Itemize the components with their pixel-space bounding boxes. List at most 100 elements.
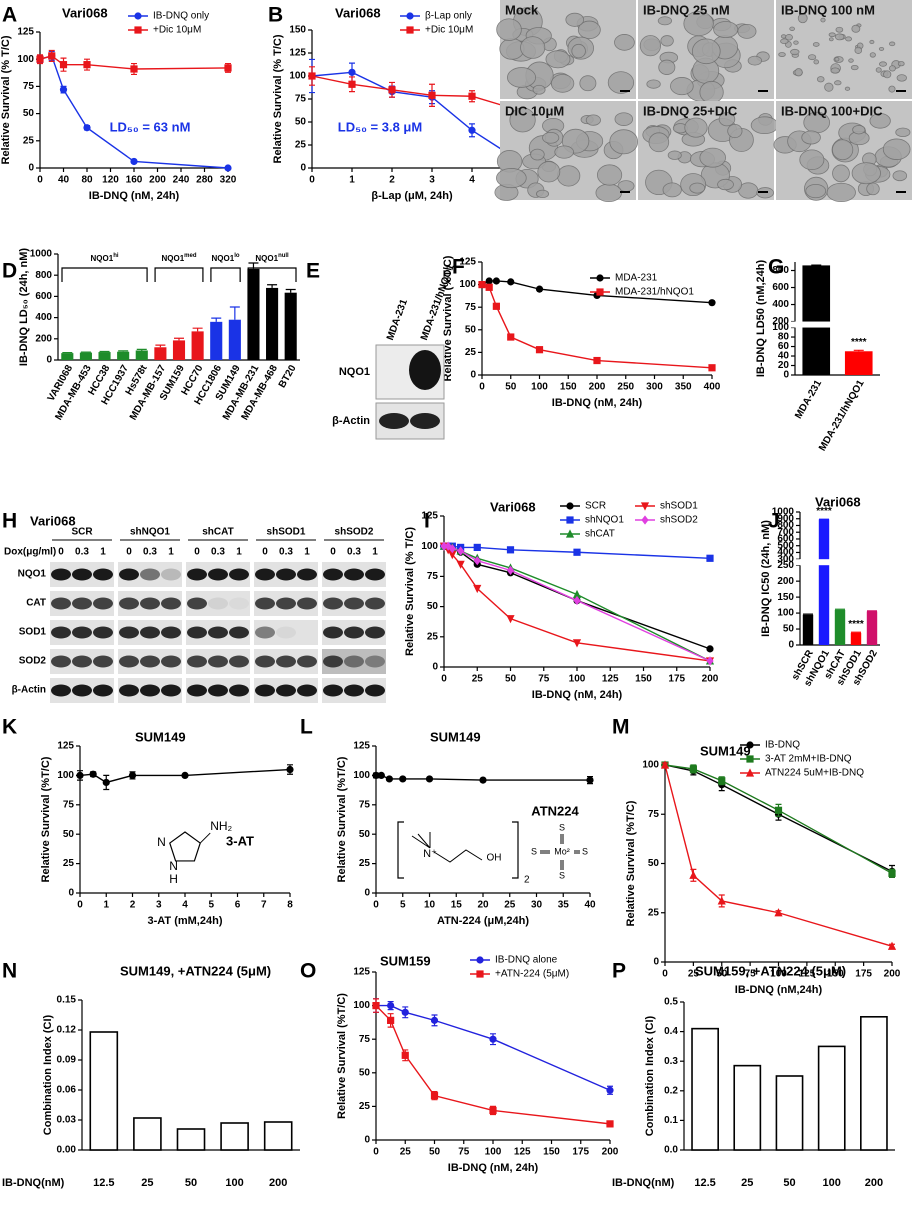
panel-letter: L bbox=[300, 716, 313, 739]
band bbox=[161, 656, 181, 668]
marker bbox=[468, 127, 475, 134]
row-label: SOD1 bbox=[19, 627, 47, 638]
band bbox=[276, 598, 296, 610]
y-tick-label: 50 bbox=[359, 1067, 371, 1078]
x-axis-label: IB-DNQ (nM, 24h) bbox=[448, 1162, 539, 1174]
x-tick-label: 50 bbox=[185, 1177, 197, 1189]
cell bbox=[649, 133, 669, 152]
y-tick-label: 50 bbox=[359, 829, 371, 840]
x-axis-label: IB-DNQ (nM, 24h) bbox=[532, 689, 623, 701]
group-label: shSOD1 bbox=[267, 527, 306, 538]
x-tick-label: 25 bbox=[141, 1177, 153, 1189]
y-tick-label: 100 bbox=[289, 71, 306, 82]
cell bbox=[497, 19, 522, 41]
cell bbox=[870, 53, 875, 58]
band bbox=[344, 627, 364, 639]
x-tick-label: 3 bbox=[429, 175, 435, 186]
legend-label: +Dic 10μM bbox=[153, 25, 201, 36]
band bbox=[323, 685, 343, 697]
band bbox=[365, 656, 385, 668]
y-tick-label: 75 bbox=[359, 799, 371, 810]
cell bbox=[658, 17, 671, 25]
group-bracket bbox=[211, 268, 240, 282]
cell bbox=[596, 184, 622, 202]
cell bbox=[825, 83, 834, 91]
y-tick-label: 200 bbox=[772, 316, 789, 327]
marker bbox=[134, 12, 141, 19]
dose: 1 bbox=[100, 547, 106, 558]
cell bbox=[898, 61, 904, 65]
marker bbox=[402, 1009, 409, 1016]
y-tick-label: 25 bbox=[465, 347, 477, 358]
y-tick-label: 1000 bbox=[772, 507, 795, 518]
error-bar bbox=[835, 609, 845, 610]
error-bar bbox=[62, 353, 72, 354]
y-tick-label: 0.09 bbox=[57, 1055, 77, 1066]
band bbox=[276, 569, 296, 581]
annotation: ATN224 bbox=[531, 803, 579, 818]
band bbox=[72, 598, 92, 610]
cell bbox=[555, 146, 574, 158]
error-bar bbox=[81, 352, 91, 353]
x-axis-label: 3-AT (mM,24h) bbox=[148, 915, 223, 927]
cell bbox=[829, 38, 833, 41]
panel-letter: O bbox=[300, 960, 316, 983]
x-tick-label: 0 bbox=[373, 1147, 379, 1158]
cell bbox=[876, 68, 881, 73]
cell bbox=[832, 140, 852, 160]
marker bbox=[426, 775, 433, 782]
cell bbox=[738, 24, 756, 38]
y-tick-label: 150 bbox=[777, 592, 794, 603]
band bbox=[119, 598, 139, 610]
x-tick-label: 0 bbox=[662, 969, 668, 980]
atom: H bbox=[169, 872, 178, 886]
cell bbox=[867, 183, 880, 195]
cell bbox=[700, 148, 726, 167]
marker bbox=[573, 549, 580, 556]
y-axis-label: IB-DNQ LD50 (nM,24h) bbox=[755, 259, 767, 377]
band bbox=[93, 569, 113, 581]
marker bbox=[566, 516, 573, 523]
marker bbox=[134, 26, 141, 33]
y-tick-label: 25 bbox=[648, 907, 660, 918]
marker bbox=[596, 288, 603, 295]
band bbox=[93, 598, 113, 610]
group-level: hi bbox=[113, 253, 119, 259]
legend-label: ATN224 5uM+IB-DNQ bbox=[765, 768, 864, 779]
band bbox=[229, 569, 249, 581]
micrograph-label: IB-DNQ 25+DIC bbox=[643, 103, 738, 118]
band bbox=[93, 656, 113, 668]
chart-title: SUM159, +ATN224 (5μM) bbox=[695, 963, 846, 978]
y-tick-label: 50 bbox=[295, 117, 307, 128]
band bbox=[255, 569, 275, 581]
marker bbox=[130, 158, 137, 165]
y-tick-label: 100 bbox=[777, 608, 794, 619]
cell bbox=[663, 183, 681, 197]
legend-label: IB-DNQ bbox=[765, 740, 800, 751]
band bbox=[229, 598, 249, 610]
bar bbox=[210, 322, 222, 360]
cell bbox=[690, 183, 705, 193]
y-tick-label: 125 bbox=[459, 257, 476, 268]
cell bbox=[889, 86, 895, 92]
atom: Mo² bbox=[554, 846, 570, 856]
row-label: NQO1 bbox=[339, 366, 370, 378]
y-tick-label: 400 bbox=[772, 299, 789, 310]
band bbox=[229, 627, 249, 639]
bar bbox=[192, 331, 204, 360]
x-tick-label: 75 bbox=[458, 1147, 470, 1158]
panel-letter: M bbox=[612, 716, 630, 739]
cell bbox=[786, 34, 793, 40]
atom: S bbox=[582, 846, 588, 856]
atom: S bbox=[559, 870, 565, 880]
dose: 0 bbox=[194, 547, 200, 558]
band bbox=[119, 685, 139, 697]
bar bbox=[845, 351, 873, 375]
x-tick-label: 50 bbox=[505, 382, 517, 393]
y-tick-label: 100 bbox=[459, 279, 476, 290]
x-tick-label: 200 bbox=[884, 969, 901, 980]
band bbox=[344, 569, 364, 581]
panel-letter: K bbox=[2, 716, 17, 739]
panel-letter: E bbox=[306, 260, 320, 283]
band bbox=[323, 627, 343, 639]
